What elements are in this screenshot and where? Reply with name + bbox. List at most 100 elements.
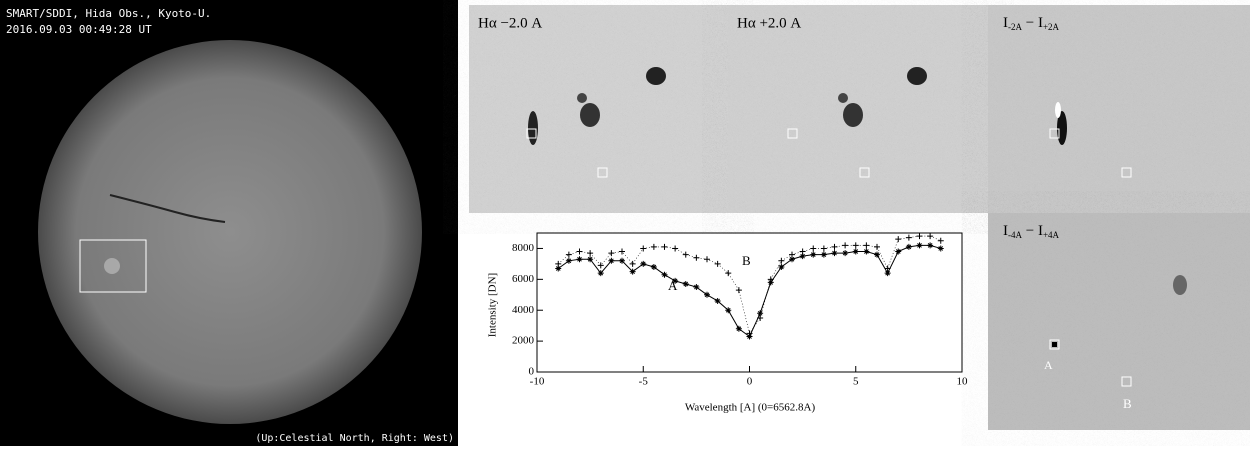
y-tick-label: 4000 bbox=[512, 304, 535, 316]
data-point bbox=[916, 242, 923, 249]
data-point bbox=[789, 251, 795, 258]
data-point bbox=[831, 243, 838, 250]
data-point bbox=[629, 260, 636, 267]
data-point bbox=[661, 271, 668, 278]
data-point bbox=[905, 234, 912, 241]
data-point bbox=[629, 268, 636, 275]
data-point bbox=[576, 256, 583, 263]
subscript: -2A bbox=[1008, 22, 1022, 32]
data-point bbox=[608, 257, 615, 264]
data-point bbox=[757, 314, 764, 321]
title-part: − I bbox=[1022, 15, 1043, 31]
data-point bbox=[778, 263, 785, 270]
data-point bbox=[587, 256, 594, 263]
subscript: -4A bbox=[1008, 230, 1022, 240]
solar-disk bbox=[38, 40, 422, 424]
spectrum-chart: Wavelength [A] (0=6562.8A) Intensity [DN… bbox=[487, 232, 969, 414]
data-point bbox=[767, 276, 774, 283]
data-point bbox=[810, 245, 817, 252]
header-line: SMART/SDDI, Hida Obs., Kyoto-U. bbox=[6, 7, 211, 20]
data-point bbox=[672, 245, 679, 252]
data-point bbox=[799, 253, 806, 260]
x-tick-label: -10 bbox=[530, 376, 545, 388]
panel-title: I-2A − I+2A bbox=[1003, 15, 1060, 32]
panel-title: Hα −2.0 A bbox=[478, 15, 542, 31]
panel-title: Hα +2.0 A bbox=[737, 15, 801, 31]
data-point bbox=[927, 233, 934, 240]
data-point bbox=[746, 330, 753, 337]
data-point bbox=[682, 251, 689, 258]
data-point bbox=[587, 250, 594, 257]
plage bbox=[104, 258, 120, 274]
x-axis-label: Wavelength [A] (0=6562.8A) bbox=[685, 402, 816, 414]
data-point bbox=[555, 265, 562, 272]
data-point bbox=[650, 243, 657, 250]
x-tick-label: 10 bbox=[957, 376, 969, 388]
title-part: I bbox=[1003, 223, 1008, 239]
data-point bbox=[842, 242, 849, 249]
data-point bbox=[725, 270, 732, 277]
diff2-panel: I-2A − I+2A bbox=[988, 5, 1250, 213]
subscript: +4A bbox=[1043, 230, 1060, 240]
data-point bbox=[842, 250, 849, 257]
blue-wing-panel: Hα −2.0 A bbox=[469, 5, 728, 213]
data-point bbox=[597, 262, 604, 269]
data-point bbox=[672, 277, 679, 284]
data-point bbox=[905, 243, 912, 250]
series-line bbox=[558, 235, 941, 335]
region-box bbox=[79, 239, 147, 293]
point-label: A bbox=[1044, 358, 1053, 372]
data-point bbox=[597, 270, 604, 277]
data-point bbox=[725, 307, 732, 314]
data-point bbox=[895, 248, 902, 255]
y-tick-label: 0 bbox=[529, 366, 535, 378]
data-point bbox=[820, 245, 827, 252]
title-part: − I bbox=[1022, 223, 1043, 239]
data-point bbox=[937, 245, 944, 252]
data-point bbox=[608, 250, 615, 257]
data-point bbox=[555, 260, 562, 267]
data-point bbox=[874, 251, 880, 258]
data-point bbox=[767, 279, 774, 286]
data-point bbox=[640, 245, 647, 252]
data-point bbox=[619, 257, 625, 264]
panel-title: I-4A − I+4A bbox=[1003, 223, 1060, 240]
subscript: +2A bbox=[1043, 22, 1060, 32]
data-point bbox=[735, 325, 742, 332]
diff4-panel: I-4A − I+4A A B bbox=[988, 213, 1250, 430]
data-point bbox=[863, 242, 870, 249]
data-point bbox=[565, 251, 572, 258]
x-tick-label: 0 bbox=[747, 376, 753, 388]
data-point bbox=[576, 248, 583, 255]
annotation: A bbox=[668, 278, 678, 293]
data-point bbox=[746, 333, 753, 340]
data-point bbox=[661, 243, 668, 250]
data-point bbox=[852, 242, 859, 249]
data-point bbox=[916, 233, 923, 240]
data-point bbox=[650, 263, 657, 270]
data-point bbox=[757, 310, 764, 317]
x-tick-label: 5 bbox=[853, 376, 859, 388]
data-point bbox=[937, 237, 944, 244]
data-point bbox=[852, 248, 859, 255]
title-part: I bbox=[1003, 15, 1008, 31]
data-point bbox=[619, 248, 625, 255]
data-point bbox=[714, 297, 721, 304]
data-point bbox=[714, 260, 721, 267]
data-point bbox=[704, 256, 710, 263]
point-label: B bbox=[1123, 396, 1132, 411]
data-point bbox=[640, 260, 647, 267]
data-point bbox=[863, 248, 870, 255]
data-point bbox=[704, 291, 710, 298]
data-point bbox=[884, 270, 891, 277]
header-line: 2016.09.03 00:49:28 UT bbox=[6, 23, 152, 36]
data-point bbox=[693, 284, 700, 291]
data-point bbox=[874, 243, 880, 250]
data-point bbox=[927, 242, 934, 249]
data-point bbox=[831, 250, 838, 257]
data-point bbox=[799, 248, 806, 255]
y-axis-label: Intensity [DN] bbox=[487, 273, 499, 337]
data-point bbox=[810, 251, 817, 258]
y-tick-label: 6000 bbox=[512, 273, 535, 285]
